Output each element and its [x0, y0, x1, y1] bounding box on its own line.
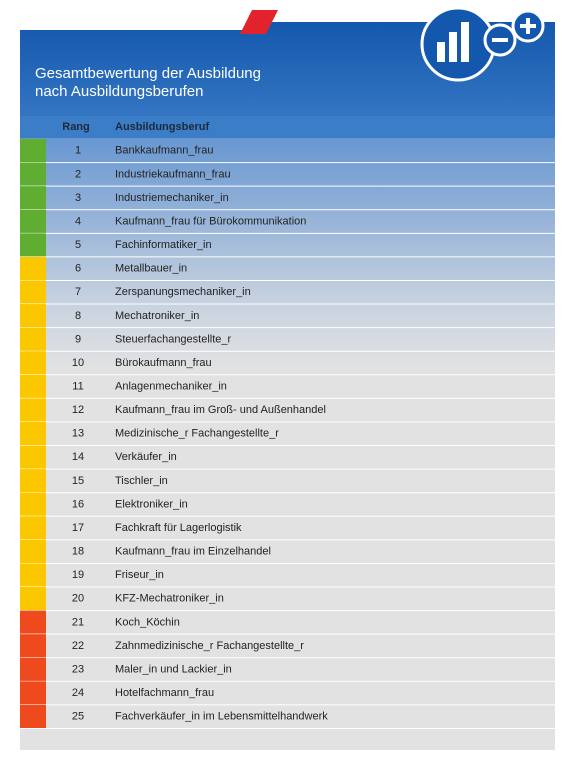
- occupation: Industriekaufmann_frau: [115, 168, 231, 180]
- table-bg: [20, 116, 555, 750]
- rank: 4: [75, 215, 81, 227]
- rank: 3: [75, 192, 81, 204]
- occupation: Koch_Köchin: [115, 616, 180, 628]
- status-indicator: [20, 398, 46, 422]
- occupation: Zerspanungsmechaniker_in: [115, 286, 251, 298]
- occupation: Verkäufer_in: [115, 451, 177, 463]
- rank: 12: [72, 404, 84, 416]
- rank: 9: [75, 333, 81, 345]
- occupation: Zahnmedizinische_r Fachangestellte_r: [115, 640, 304, 652]
- rank: 24: [72, 687, 84, 699]
- rank: 2: [75, 168, 81, 180]
- rank: 15: [72, 475, 84, 487]
- status-indicator: [20, 351, 46, 375]
- status-indicator: [20, 492, 46, 517]
- status-indicator: [20, 634, 46, 658]
- rank: 17: [72, 522, 84, 534]
- status-indicator: [20, 327, 46, 352]
- occupation: Bürokaufmann_frau: [115, 357, 212, 369]
- status-indicator: [20, 280, 46, 305]
- occupation: Fachverkäufer_in im Lebensmittelhandwerk: [115, 711, 328, 723]
- status-indicator: [20, 162, 46, 187]
- title: nach Ausbildungsberufen: [35, 83, 203, 100]
- occupation: Hotelfachmann_frau: [115, 687, 214, 699]
- rank: 1: [75, 145, 81, 157]
- status-indicator: [20, 209, 46, 234]
- occupation: Friseur_in: [115, 569, 164, 581]
- status-indicator: [20, 421, 46, 446]
- status-indicator: [20, 539, 46, 564]
- rank: 5: [75, 239, 81, 251]
- rank: 18: [72, 546, 84, 558]
- rank: 13: [72, 428, 84, 440]
- rank: 16: [72, 498, 84, 510]
- rank: 14: [72, 451, 84, 463]
- status-indicator: [20, 233, 46, 257]
- occupation: KFZ-Mechatroniker_in: [115, 593, 224, 605]
- status-indicator: [20, 256, 46, 281]
- rank: 8: [75, 310, 81, 322]
- rank: 10: [72, 357, 84, 369]
- rank: 6: [75, 263, 81, 275]
- occupation: Fachkraft für Lagerlogistik: [115, 522, 242, 534]
- occupation: Kaufmann_frau für Bürokommunikation: [115, 215, 306, 227]
- rank: 7: [75, 286, 81, 298]
- occupation: Elektroniker_in: [115, 498, 188, 510]
- occupation: Mechatroniker_in: [115, 310, 199, 322]
- column-header: Rang: [62, 121, 90, 133]
- occupation: Maler_in und Lackier_in: [115, 663, 232, 675]
- status-indicator: [20, 610, 46, 635]
- occupation: Metallbauer_in: [115, 263, 187, 275]
- header-panel: [20, 22, 555, 140]
- occupation: Industriemechaniker_in: [115, 192, 229, 204]
- rank: 23: [72, 663, 84, 675]
- occupation: Fachinformatiker_in: [115, 239, 212, 251]
- title: Gesamtbewertung der Ausbildung: [35, 65, 261, 82]
- status-indicator: [20, 563, 46, 588]
- status-indicator: [20, 186, 46, 210]
- occupation: Bankkaufmann_frau: [115, 145, 213, 157]
- column-header: Ausbildungsberuf: [115, 121, 209, 133]
- occupation: Medizinische_r Fachangestellte_r: [115, 428, 279, 440]
- occupation: Kaufmann_frau im Groß- und Außenhandel: [115, 404, 326, 416]
- occupation: Tischler_in: [115, 475, 168, 487]
- status-indicator: [20, 516, 46, 540]
- status-indicator: [20, 657, 46, 682]
- status-indicator: [20, 139, 46, 163]
- occupation: Anlagenmechaniker_in: [115, 380, 227, 392]
- header-row: [20, 116, 555, 138]
- status-indicator: [20, 374, 46, 399]
- icon: [420, 6, 545, 82]
- rank: 19: [72, 569, 84, 581]
- rank: 22: [72, 640, 84, 652]
- status-indicator: [20, 681, 46, 705]
- status-indicator: [20, 704, 46, 729]
- status-indicator: [20, 304, 46, 328]
- rank: 20: [72, 593, 84, 605]
- rank: 25: [72, 711, 84, 723]
- status-indicator: [20, 445, 46, 470]
- occupation: Kaufmann_frau im Einzelhandel: [115, 546, 271, 558]
- logo-mark: [240, 10, 278, 34]
- rank: 21: [72, 616, 84, 628]
- occupation: Steuerfachangestellte_r: [115, 333, 232, 345]
- status-indicator: [20, 469, 46, 493]
- rank: 11: [72, 380, 83, 392]
- status-indicator: [20, 587, 46, 611]
- rows: 1 Bankkaufmann_frau 2 Industriekaufmann_fra…: [20, 139, 555, 729]
